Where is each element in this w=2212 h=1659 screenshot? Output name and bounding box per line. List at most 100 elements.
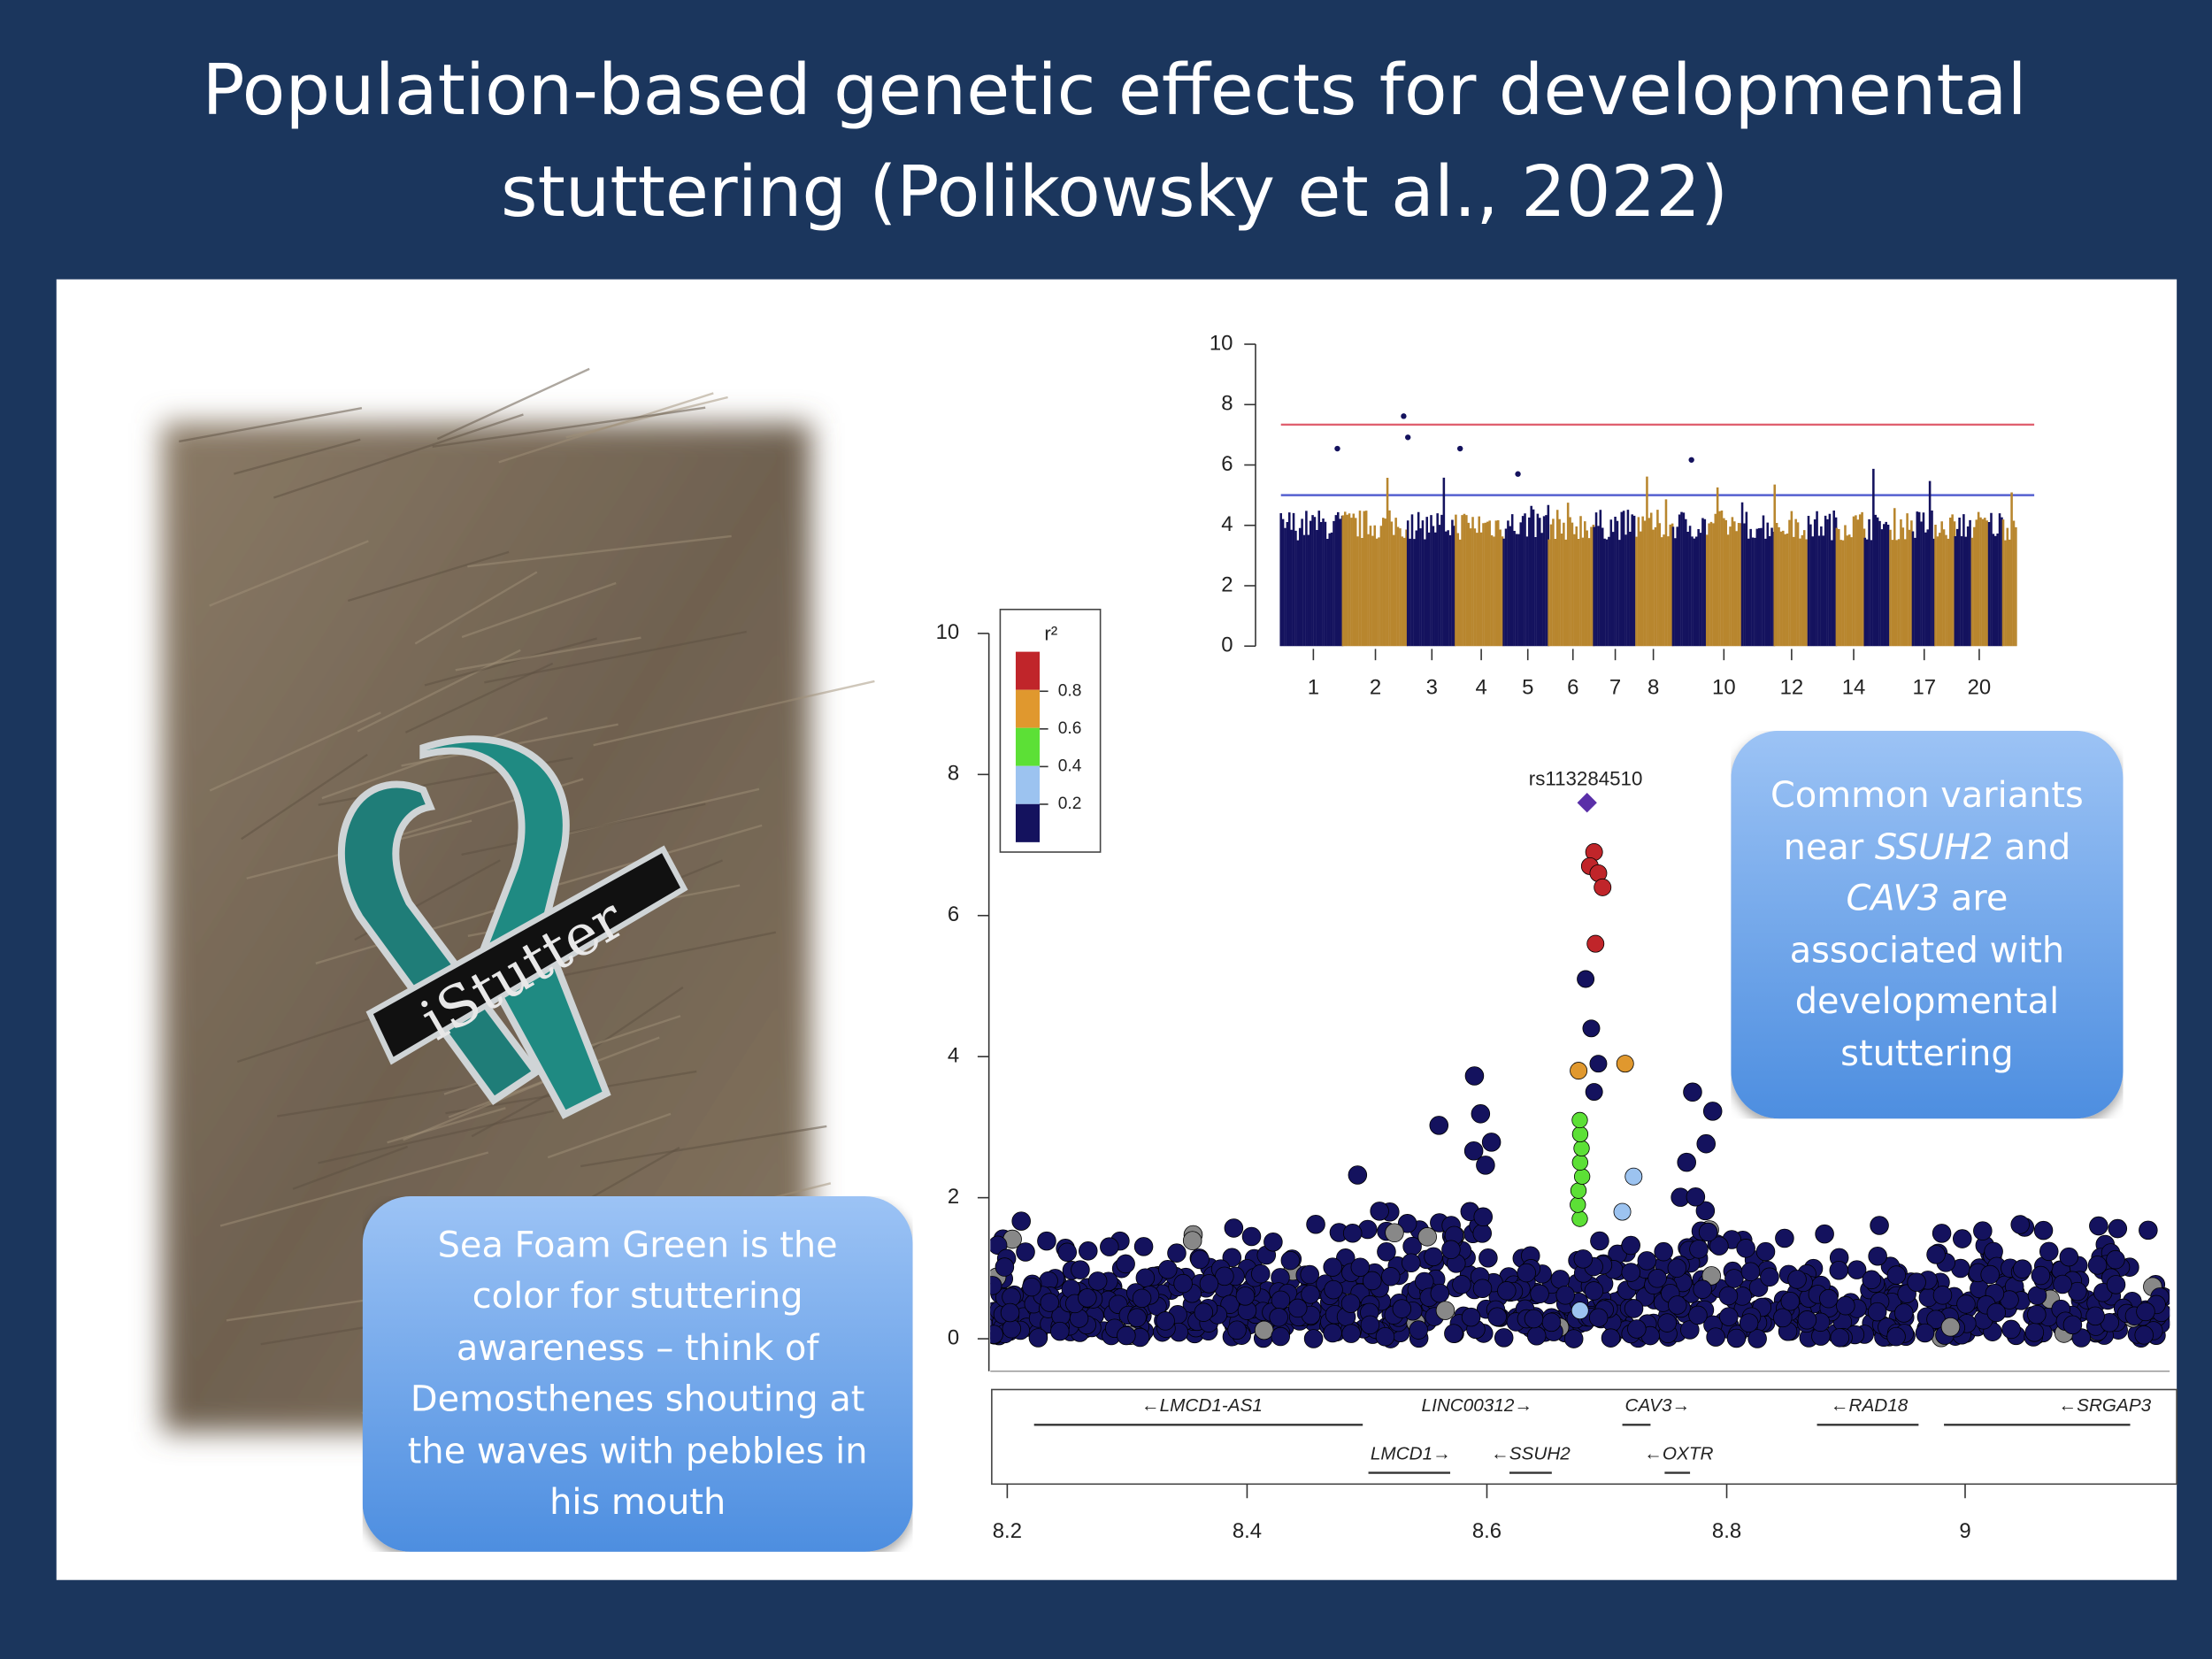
snp-point: [1350, 1257, 1371, 1277]
snp-point: [1571, 1125, 1589, 1143]
x-tick-label: 9: [1959, 1519, 1970, 1543]
text: are associated with developmental stutte…: [1789, 877, 2065, 1073]
grain-line: [347, 550, 510, 603]
snp-point: [2010, 1215, 2030, 1234]
snp-point: [1323, 1323, 1342, 1343]
snp-point: [1100, 1237, 1119, 1256]
snp-point: [1340, 1294, 1361, 1313]
x-tick-label: 5: [1522, 675, 1533, 699]
legend-swatch: [1015, 803, 1041, 842]
legend-tick-label: 0.2: [1058, 795, 1082, 813]
grain-line: [234, 438, 361, 475]
legend-tick-label: 0.4: [1058, 757, 1082, 775]
snp-point: [1397, 1214, 1417, 1233]
snp-point: [1011, 1211, 1031, 1231]
x-tick-label: 8.2: [993, 1519, 1022, 1543]
snp-point: [1224, 1218, 1244, 1238]
snp-point: [1002, 1319, 1022, 1339]
right-callout-box: Common variants near SSUH2 and CAV3 are …: [1731, 730, 2124, 1119]
snp-point: [1870, 1216, 1889, 1235]
snp-point: [1932, 1224, 1952, 1243]
snp-point: [1686, 1187, 1706, 1207]
grain-line: [565, 396, 728, 439]
snp-point: [1348, 1165, 1368, 1185]
snp-point: [1303, 1329, 1324, 1348]
snp-point: [1667, 1258, 1687, 1278]
text: Common variants near: [1770, 774, 2084, 867]
snp-point: [1555, 1286, 1575, 1305]
snp-point: [1624, 1167, 1643, 1186]
snp-point: [1585, 1083, 1603, 1102]
snp-point: [1613, 1202, 1632, 1221]
snp-point: [1167, 1243, 1187, 1263]
snp-point: [1616, 1055, 1634, 1073]
grain-line: [461, 581, 617, 639]
snp-point: [1570, 1182, 1587, 1199]
snp-point: [1220, 1294, 1240, 1314]
snp-point: [1271, 1290, 1291, 1310]
snp-point: [1429, 1116, 1449, 1135]
snp-point: [1363, 1271, 1382, 1291]
x-tick-label: 8.6: [1472, 1519, 1502, 1543]
snp-point: [1571, 1210, 1588, 1227]
snp-point: [1156, 1311, 1175, 1331]
snp-point: [1087, 1271, 1108, 1291]
snp-point: [1973, 1221, 1993, 1240]
snp-point: [1444, 1324, 1463, 1343]
snp-point: [1594, 878, 1612, 896]
snp-point: [1050, 1321, 1070, 1341]
x-tick-label: 6: [1567, 675, 1578, 699]
snp-point: [1829, 1260, 1849, 1280]
grain-line: [455, 636, 641, 672]
gene-label: LMCD1→: [1371, 1443, 1451, 1463]
lead-snp: [1577, 793, 1597, 813]
x-tick-label: 3: [1426, 675, 1438, 699]
snp-point: [1836, 1295, 1855, 1316]
gene-label: CAV3→: [1625, 1395, 1691, 1416]
grain-line: [292, 1145, 409, 1190]
snp-point: [1497, 1281, 1517, 1301]
gene-label: LINC00312→: [1422, 1395, 1533, 1416]
snp-point: [1940, 1317, 1961, 1337]
snp-point: [1677, 1152, 1696, 1172]
snp-point: [2062, 1315, 2083, 1335]
snp-point: [1016, 1242, 1035, 1262]
snp-point: [1530, 1284, 1549, 1304]
snp-point: [1173, 1273, 1193, 1294]
grain-line: [432, 406, 706, 449]
callout-text: Sea Foam Green is the color for stutteri…: [407, 1224, 868, 1523]
manhattan-peak: [1688, 457, 1694, 463]
y-tick-label: 10: [1210, 331, 1233, 355]
snp-point: [990, 1325, 1003, 1344]
snp-point: [1986, 1302, 2007, 1323]
grain-line: [321, 717, 548, 800]
snp-point: [1028, 1328, 1048, 1348]
x-tick-label: 14: [1842, 675, 1866, 699]
snp-point: [1471, 1104, 1491, 1124]
snp-point: [2089, 1216, 2108, 1236]
snp-point: [1461, 1307, 1481, 1327]
snp-point: [1830, 1328, 1850, 1348]
snp-point: [1287, 1298, 1308, 1318]
gene-label: ←RAD18: [1831, 1395, 1909, 1416]
snp-point: [1706, 1327, 1725, 1347]
snp-point: [1541, 1312, 1562, 1333]
snp-point: [1886, 1326, 1906, 1347]
snp-point: [1563, 1329, 1584, 1348]
x-tick-label: 12: [1780, 675, 1804, 699]
gene-name: CAV3: [1846, 877, 1940, 918]
snp-point: [2024, 1323, 2045, 1342]
grain-line: [414, 571, 538, 645]
snp-point: [1868, 1246, 1887, 1266]
gene-name: SSUH2: [1874, 826, 1993, 867]
snp-point: [1472, 1279, 1493, 1298]
legend-tick-label: 0.6: [1058, 719, 1082, 738]
ribbon-banner: [365, 845, 688, 1065]
snp-point: [1424, 1247, 1443, 1267]
snp-point: [2106, 1275, 2126, 1294]
snp-point: [1417, 1227, 1437, 1247]
y-tick-label: 2: [948, 1185, 959, 1209]
gene-label: ←SRGAP3: [2058, 1395, 2151, 1416]
snp-point: [1980, 1264, 2000, 1285]
snp-point: [1360, 1315, 1380, 1335]
